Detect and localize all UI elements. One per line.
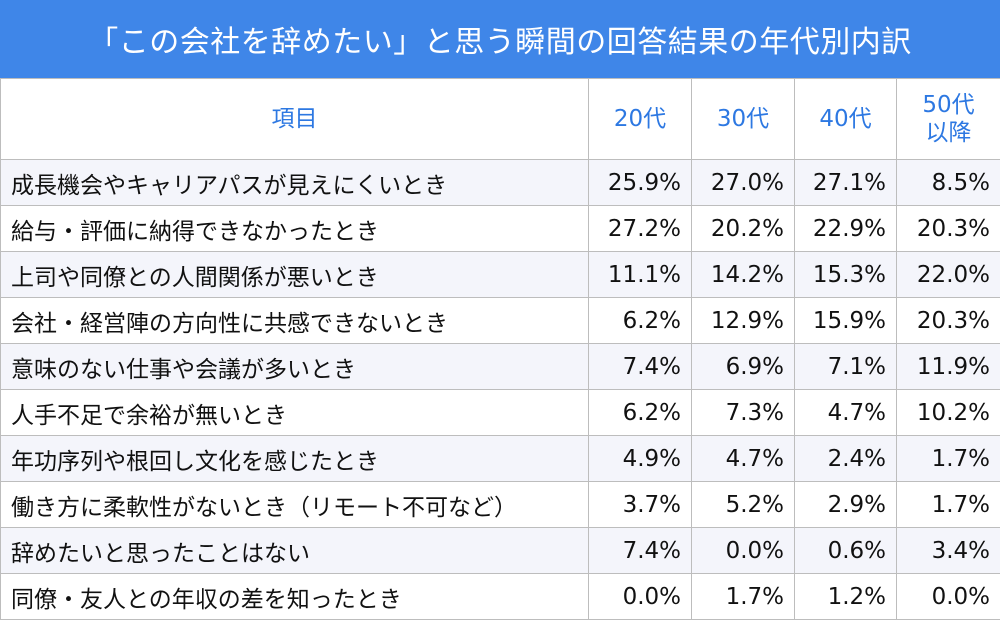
table-row: 働き方に柔軟性がないとき（リモート不可など）3.7%5.2%2.9%1.7% bbox=[1, 482, 1000, 528]
row-40s-cell: 27.1% bbox=[795, 160, 897, 206]
header-20s: 20代 bbox=[589, 79, 692, 160]
title-bar: 「この会社を辞めたい」と思う瞬間の回答結果の年代別内訳 bbox=[0, 0, 1000, 78]
header-40s-label: 40代 bbox=[819, 106, 871, 132]
row-item-cell: 同僚・友人との年収の差を知ったとき bbox=[1, 574, 589, 620]
table-header-row: 項目 20代 30代 40代 50代 以降 bbox=[1, 79, 1000, 160]
page-title: 「この会社を辞めたい」と思う瞬間の回答結果の年代別内訳 bbox=[88, 17, 912, 61]
row-20s-cell: 6.2% bbox=[589, 390, 692, 436]
row-40s-cell: 2.4% bbox=[795, 436, 897, 482]
row-50s-plus-cell: 11.9% bbox=[897, 344, 1000, 390]
results-table: 項目 20代 30代 40代 50代 以降 成長機会やキャリアパスが見えにくいと… bbox=[0, 78, 1000, 620]
row-30s-cell: 12.9% bbox=[692, 298, 795, 344]
row-40s-cell: 15.9% bbox=[795, 298, 897, 344]
row-item-cell: 年功序列や根回し文化を感じたとき bbox=[1, 436, 589, 482]
row-50s-plus-cell: 8.5% bbox=[897, 160, 1000, 206]
row-50s-plus-cell: 10.2% bbox=[897, 390, 1000, 436]
row-30s-cell: 7.3% bbox=[692, 390, 795, 436]
header-40s: 40代 bbox=[795, 79, 897, 160]
row-40s-cell: 22.9% bbox=[795, 206, 897, 252]
row-item-cell: 会社・経営陣の方向性に共感できないとき bbox=[1, 298, 589, 344]
row-20s-cell: 3.7% bbox=[589, 482, 692, 528]
row-30s-cell: 14.2% bbox=[692, 252, 795, 298]
row-30s-cell: 4.7% bbox=[692, 436, 795, 482]
row-40s-cell: 4.7% bbox=[795, 390, 897, 436]
row-50s-plus-cell: 0.0% bbox=[897, 574, 1000, 620]
row-40s-cell: 1.2% bbox=[795, 574, 897, 620]
row-30s-cell: 20.2% bbox=[692, 206, 795, 252]
header-item: 項目 bbox=[1, 79, 589, 160]
row-30s-cell: 27.0% bbox=[692, 160, 795, 206]
row-30s-cell: 1.7% bbox=[692, 574, 795, 620]
row-20s-cell: 4.9% bbox=[589, 436, 692, 482]
header-item-label: 項目 bbox=[272, 106, 318, 132]
header-50s-plus: 50代 以降 bbox=[897, 79, 1000, 160]
header-30s-label: 30代 bbox=[717, 106, 769, 132]
page: 「この会社を辞めたい」と思う瞬間の回答結果の年代別内訳 項目 20代 30代 4… bbox=[0, 0, 1000, 590]
row-40s-cell: 7.1% bbox=[795, 344, 897, 390]
row-40s-cell: 0.6% bbox=[795, 528, 897, 574]
row-40s-cell: 2.9% bbox=[795, 482, 897, 528]
header-50s-line2: 以降 bbox=[926, 120, 972, 146]
header-20s-label: 20代 bbox=[614, 106, 666, 132]
row-item-cell: 上司や同僚との人間関係が悪いとき bbox=[1, 252, 589, 298]
row-20s-cell: 11.1% bbox=[589, 252, 692, 298]
row-50s-plus-cell: 1.7% bbox=[897, 482, 1000, 528]
row-20s-cell: 27.2% bbox=[589, 206, 692, 252]
row-50s-plus-cell: 22.0% bbox=[897, 252, 1000, 298]
row-50s-plus-cell: 3.4% bbox=[897, 528, 1000, 574]
header-50s-line1: 50代 bbox=[922, 92, 974, 118]
row-item-cell: 成長機会やキャリアパスが見えにくいとき bbox=[1, 160, 589, 206]
row-20s-cell: 25.9% bbox=[589, 160, 692, 206]
row-20s-cell: 7.4% bbox=[589, 344, 692, 390]
header-30s: 30代 bbox=[692, 79, 795, 160]
row-item-cell: 人手不足で余裕が無いとき bbox=[1, 390, 589, 436]
row-30s-cell: 6.9% bbox=[692, 344, 795, 390]
row-30s-cell: 0.0% bbox=[692, 528, 795, 574]
row-30s-cell: 5.2% bbox=[692, 482, 795, 528]
row-item-cell: 辞めたいと思ったことはない bbox=[1, 528, 589, 574]
row-item-cell: 給与・評価に納得できなかったとき bbox=[1, 206, 589, 252]
row-item-cell: 働き方に柔軟性がないとき（リモート不可など） bbox=[1, 482, 589, 528]
row-50s-plus-cell: 1.7% bbox=[897, 436, 1000, 482]
row-item-cell: 意味のない仕事や会議が多いとき bbox=[1, 344, 589, 390]
row-50s-plus-cell: 20.3% bbox=[897, 298, 1000, 344]
row-20s-cell: 7.4% bbox=[589, 528, 692, 574]
row-40s-cell: 15.3% bbox=[795, 252, 897, 298]
row-20s-cell: 6.2% bbox=[589, 298, 692, 344]
row-20s-cell: 0.0% bbox=[589, 574, 692, 620]
row-50s-plus-cell: 20.3% bbox=[897, 206, 1000, 252]
